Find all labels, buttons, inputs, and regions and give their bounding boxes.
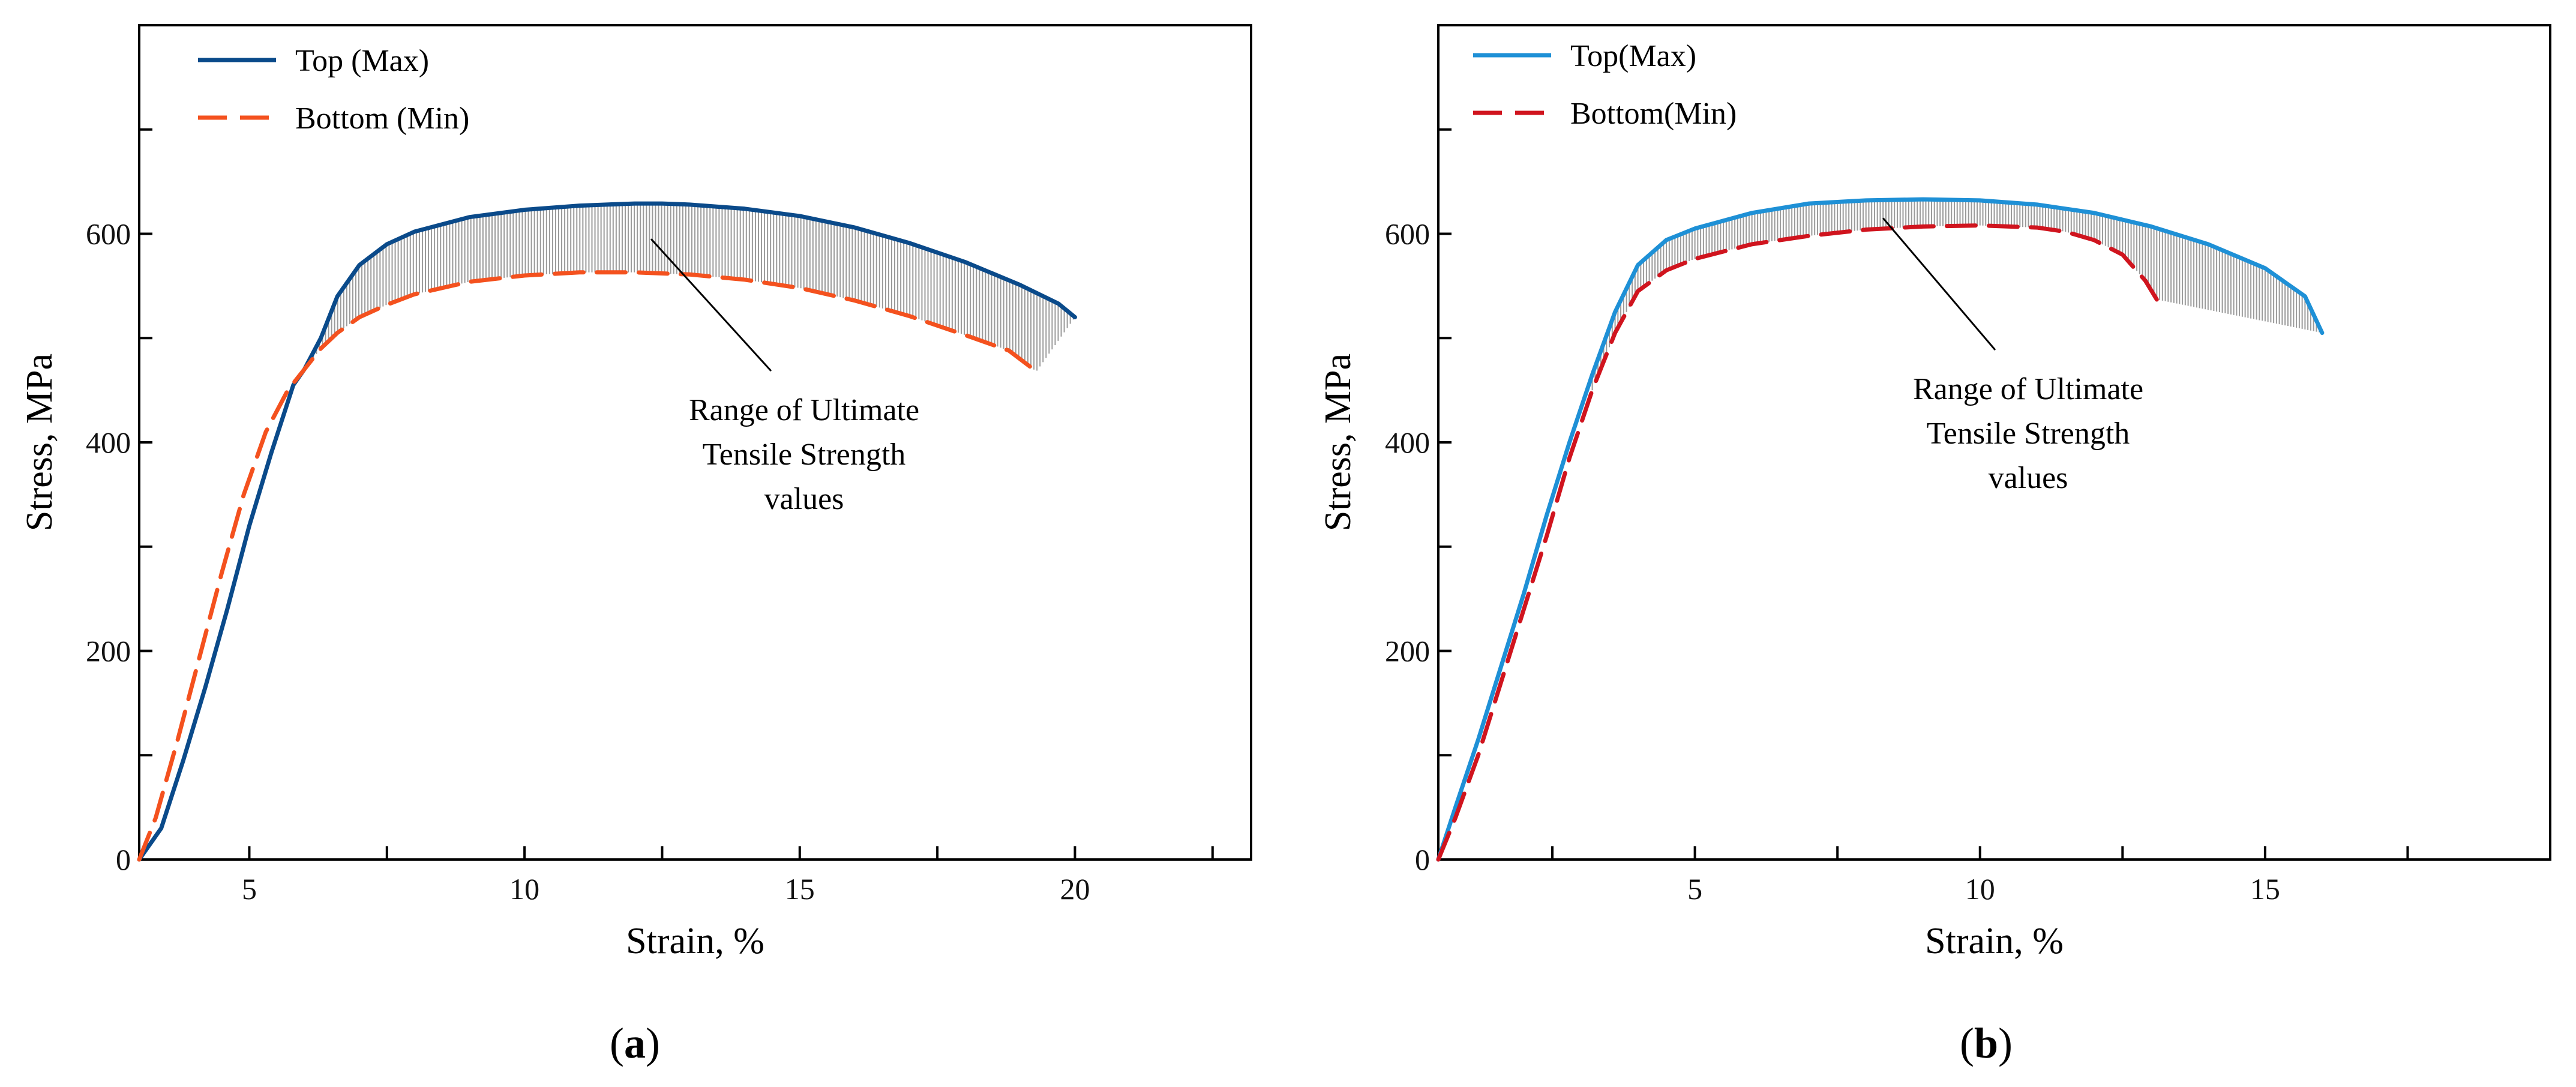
annotation-text: Range of Ultimate (689, 393, 919, 427)
legend-label: Bottom (Min) (295, 101, 469, 136)
panel-label: (b) (1960, 1019, 2013, 1067)
annotation-text: values (1989, 461, 2068, 495)
annotation-leader-line (650, 238, 772, 372)
y-tick-label: 0 (116, 843, 131, 876)
annotation-leader-line (1882, 217, 1996, 351)
annotation-text: values (764, 482, 844, 516)
legend-label: Bottom(Min) (1570, 97, 1737, 131)
uts-range-hatch-b (1591, 199, 2320, 391)
x-tick-label: 5 (242, 872, 257, 906)
y-tick-label: 400 (86, 426, 131, 459)
x-tick-label: 15 (785, 872, 815, 906)
y-tick-label: 0 (1415, 843, 1430, 876)
series-line-bottom-min (137, 270, 1039, 862)
annotation-text: Range of Ultimate (1913, 372, 2143, 406)
plot-frame-a (138, 24, 1252, 861)
y-tick-label: 600 (1385, 217, 1430, 251)
x-tick-label: 5 (1687, 872, 1702, 906)
panel-a-chart: 0 200 400 600 5 10 15 20 Strain, % Stress, MPa Top… (19, 24, 1252, 1067)
y-axis-label: Stress, MPa (1318, 354, 1359, 531)
y-tick-label: 200 (86, 634, 131, 668)
x-tick-label: 15 (2250, 872, 2280, 906)
y-tick-label: 400 (1385, 426, 1430, 459)
legend-label: Top (Max) (295, 44, 429, 78)
series-line-bottom-min (1436, 223, 2159, 862)
x-axis-label: Strain, % (626, 921, 764, 962)
uts-range-hatch-a (307, 203, 1074, 371)
legend-label: Top(Max) (1570, 39, 1696, 73)
y-tick-label: 600 (86, 217, 131, 251)
panel-label: (a) (610, 1019, 660, 1067)
y-axis-label: Stress, MPa (19, 354, 60, 531)
panel-b-chart: 0 200 400 600 5 10 15 Strain, % Stress, MPa Top(M… (1318, 24, 2551, 1067)
annotation-text: Tensile Strength (1927, 417, 2130, 451)
x-tick-label: 10 (509, 872, 539, 906)
x-tick-label: 10 (1965, 872, 1995, 906)
series-line-top-max (137, 201, 1077, 862)
y-tick-label: 200 (1385, 634, 1430, 668)
x-tick-label: 20 (1060, 872, 1090, 906)
series-line-top-max (1436, 197, 2325, 862)
x-axis-label: Strain, % (1925, 921, 2064, 962)
annotation-text: Tensile Strength (703, 438, 906, 472)
